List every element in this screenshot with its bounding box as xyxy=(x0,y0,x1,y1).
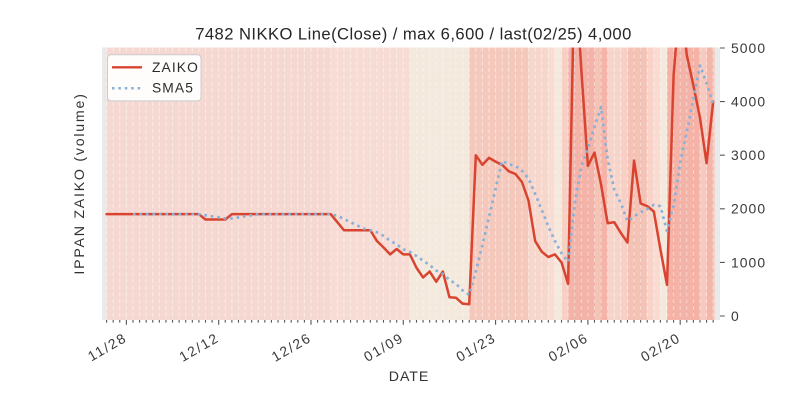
svg-text:SMA5: SMA5 xyxy=(152,81,194,96)
svg-text:DATE: DATE xyxy=(389,369,429,385)
svg-text:IPPAN ZAIKO (volume): IPPAN ZAIKO (volume) xyxy=(72,92,88,274)
svg-text:3000: 3000 xyxy=(731,147,766,163)
svg-text:0: 0 xyxy=(731,308,740,324)
svg-text:1000: 1000 xyxy=(731,254,766,270)
svg-text:ZAIKO: ZAIKO xyxy=(152,60,199,75)
svg-text:7482 NIKKO Line(Close) / max 6: 7482 NIKKO Line(Close) / max 6,600 / las… xyxy=(195,25,632,44)
svg-text:4000: 4000 xyxy=(731,94,766,110)
svg-text:2000: 2000 xyxy=(731,201,766,217)
svg-text:5000: 5000 xyxy=(731,40,766,56)
